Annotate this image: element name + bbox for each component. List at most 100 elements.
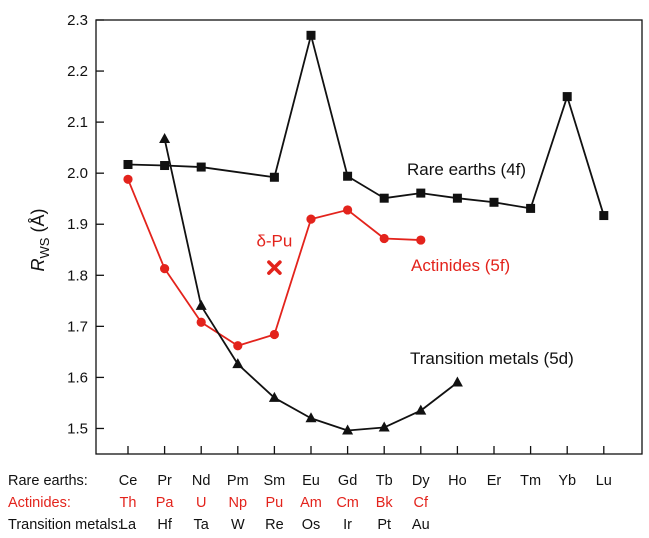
data-point-square <box>306 30 316 40</box>
data-point-circle <box>233 341 243 351</box>
data-point-square <box>160 161 170 171</box>
data-point-square <box>562 92 572 102</box>
element-symbol: Dy <box>412 473 430 489</box>
element-symbol: Lu <box>596 473 612 489</box>
data-point-triangle <box>451 376 463 387</box>
y-axis-title-symbol: R <box>28 258 48 271</box>
element-symbol: Eu <box>302 473 320 489</box>
y-tick-label: 2.0 <box>67 165 88 182</box>
plot-border <box>95 19 643 455</box>
y-tick-label: 1.7 <box>67 318 88 335</box>
data-point-triangle <box>378 421 390 432</box>
y-axis-title: RWS (Å) <box>28 209 52 272</box>
element-row-0: Rare earths: Ce Pr Nd Pm Sm Eu Gd Tb Dy Ho Er Tm Yb Lu <box>8 473 612 489</box>
element-rows: Rare earths: Ce Pr Nd Pm Sm Eu Gd Tb Dy Ho Er Tm Yb Lu… <box>8 473 612 533</box>
y-tick-label: 1.6 <box>67 369 88 386</box>
data-point-circle <box>196 317 206 327</box>
element-symbol: Hf <box>157 517 172 533</box>
data-point-circle <box>379 233 389 244</box>
data-point-triangle <box>268 391 280 402</box>
data-point-circle <box>416 235 426 245</box>
element-symbol: Re <box>265 517 284 533</box>
plot-frame <box>95 19 643 455</box>
data-point-triangle <box>342 424 354 435</box>
data-point-square <box>416 188 426 198</box>
element-symbol: Cm <box>336 495 359 511</box>
series-group <box>123 30 609 435</box>
row-label: Rare earths: <box>8 473 88 489</box>
data-point-circle <box>160 264 170 274</box>
y-tick-label: 1.8 <box>67 267 88 284</box>
element-row-1: Actinides: Th Pa U Np Pu Am Cm Bk Cf <box>8 495 429 511</box>
data-point-square <box>269 172 279 182</box>
element-symbol: Ho <box>448 473 467 489</box>
y-tick-label: 2.2 <box>67 63 88 80</box>
element-symbol: Th <box>120 495 137 511</box>
data-point-circle <box>306 214 316 224</box>
element-symbol: Ir <box>343 517 352 533</box>
element-symbol: Sm <box>264 473 286 489</box>
data-point-triangle <box>159 132 171 143</box>
data-point-circle <box>123 174 133 184</box>
element-symbol: Pt <box>377 517 391 533</box>
y-tick-label: 2.3 <box>67 12 88 29</box>
data-point-square <box>123 159 133 169</box>
element-symbol: Nd <box>192 473 211 489</box>
series-1 <box>123 174 426 351</box>
element-symbol: Ce <box>119 473 138 489</box>
y-tick-label: 1.5 <box>67 420 88 437</box>
element-symbol: Yb <box>558 473 576 489</box>
series-0 <box>123 30 609 221</box>
element-symbol: Pu <box>266 495 284 511</box>
series-label-rare-earths: Rare earths (4f) <box>407 160 526 179</box>
element-symbol: Pm <box>227 473 249 489</box>
y-tick-label: 1.9 <box>67 216 88 233</box>
element-symbol: Am <box>300 495 322 511</box>
data-point-triangle <box>195 299 207 310</box>
element-row-2: Transition metals:La Hf Ta W Re Os Ir Pt Au <box>8 517 430 533</box>
element-symbol: Bk <box>376 495 394 511</box>
data-point-square <box>526 203 536 213</box>
data-point-square <box>196 162 206 172</box>
element-symbol: La <box>120 517 137 533</box>
y-axis-title-subscript: WS <box>37 237 52 258</box>
element-symbol: Ta <box>194 517 210 533</box>
series-2 <box>159 132 463 435</box>
data-point-circle <box>269 329 279 340</box>
delta-pu-marker <box>267 260 282 275</box>
element-symbol: Cf <box>414 495 429 511</box>
series-label-transition-metals: Transition metals (5d) <box>410 349 574 368</box>
element-symbol: Tm <box>520 473 541 489</box>
element-symbol: Pa <box>156 495 175 511</box>
annotation-group: δ-Pu <box>256 232 292 275</box>
delta-pu-label: δ-Pu <box>256 232 292 251</box>
data-point-square <box>379 193 389 203</box>
element-symbol: Np <box>229 495 248 511</box>
series-line <box>163 138 458 432</box>
x-axis <box>127 446 605 454</box>
series-label-actinides: Actinides (5f) <box>411 256 510 275</box>
series-line <box>127 178 421 347</box>
data-point-triangle <box>415 404 427 415</box>
y-axis-title-unit: (Å) <box>28 209 48 238</box>
element-symbol: Er <box>487 473 502 489</box>
row-label: Transition metals: <box>8 517 122 533</box>
row-label: Actinides: <box>8 495 71 511</box>
element-symbol: U <box>196 495 206 511</box>
data-point-circle <box>343 205 353 215</box>
element-symbol: Gd <box>338 473 357 489</box>
y-axis: 1.5 1.6 1.7 1.8 1.9 2.0 2.1 2.2 2.3 <box>67 12 104 437</box>
element-symbol: Pr <box>157 473 172 489</box>
element-symbol: Au <box>412 517 430 533</box>
data-point-square <box>489 197 499 207</box>
element-symbol: W <box>231 517 245 533</box>
data-point-triangle <box>232 358 244 369</box>
element-symbol: Os <box>302 517 321 533</box>
y-tick-label: 2.1 <box>67 114 88 131</box>
element-symbol: Tb <box>376 473 393 489</box>
data-point-square <box>452 193 462 203</box>
data-point-square <box>599 211 609 221</box>
series-labels: Rare earths (4f) Actinides (5f) Transiti… <box>407 160 574 368</box>
data-point-square <box>343 171 353 181</box>
